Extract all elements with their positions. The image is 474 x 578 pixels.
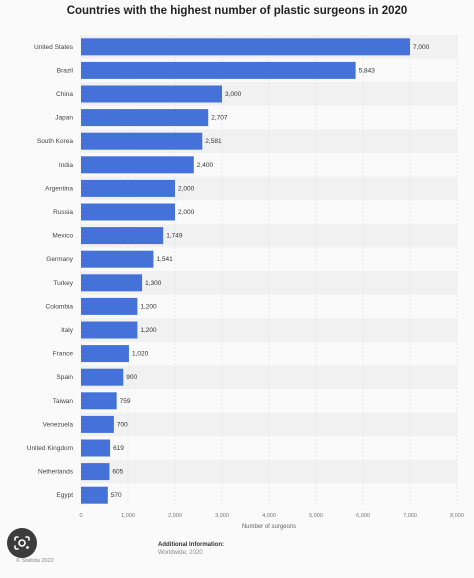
bar [81, 203, 175, 221]
category-label: China [56, 91, 73, 98]
category-label: Turkey [53, 280, 73, 287]
bar [81, 85, 222, 103]
value-label: 7,000 [413, 44, 430, 51]
x-tick-label: 1,000 [121, 513, 135, 519]
bar [81, 345, 129, 363]
image-search-button[interactable] [7, 528, 37, 558]
additional-information-detail: Worldwide; 2020 [158, 550, 203, 556]
bar [81, 368, 124, 386]
bar [81, 250, 154, 268]
category-label: Netherlands [38, 469, 74, 476]
category-label: United Kingdom [27, 445, 73, 452]
category-label: Russia [53, 209, 73, 216]
category-label: Brazil [57, 67, 74, 74]
value-label: 605 [112, 469, 123, 476]
bar [81, 486, 108, 504]
value-label: 1,300 [145, 280, 162, 287]
bar [81, 321, 138, 339]
value-label: 1,749 [166, 233, 183, 240]
value-label: 2,000 [178, 185, 195, 192]
value-label: 1,200 [140, 303, 157, 310]
x-tick-label: 3,000 [215, 513, 229, 519]
value-label: 900 [126, 374, 137, 381]
copyright-text: © Statista 2022 [16, 558, 54, 564]
x-tick-label: 4,000 [262, 513, 276, 519]
category-label: India [59, 162, 73, 169]
category-label: France [53, 351, 74, 358]
bar [81, 61, 356, 79]
additional-information: Additional Information: Worldwide; 2020 [158, 541, 224, 557]
category-label: Japan [55, 115, 73, 122]
bar [81, 392, 117, 410]
category-label: Italy [61, 327, 74, 334]
x-tick-label: 6,000 [356, 513, 370, 519]
category-label: United States [34, 44, 74, 51]
category-label: South Korea [37, 138, 74, 145]
bar [81, 227, 164, 245]
category-label: Germany [46, 256, 73, 263]
value-label: 570 [111, 492, 122, 499]
category-label: Colombia [46, 303, 74, 310]
category-label: Taiwan [53, 398, 74, 405]
value-label: 5,843 [359, 67, 376, 74]
bar [81, 297, 138, 315]
category-label: Spain [56, 374, 73, 381]
bar [81, 179, 175, 197]
bar [81, 415, 114, 433]
value-label: 2,400 [197, 162, 214, 169]
category-label: Egypt [56, 492, 73, 499]
value-label: 1,200 [140, 327, 157, 334]
bar [81, 463, 110, 481]
value-label: 619 [113, 445, 124, 452]
value-label: 3,000 [225, 91, 242, 98]
x-tick-label: 2,000 [168, 513, 182, 519]
category-label: Venezuela [43, 421, 74, 428]
category-label: Argentina [45, 185, 73, 192]
x-tick-label: 5,000 [309, 513, 323, 519]
value-label: 759 [120, 398, 131, 405]
value-label: 1,020 [132, 351, 149, 358]
value-label: 2,707 [211, 115, 228, 122]
category-label: Mexico [52, 233, 73, 240]
value-label: 2,581 [205, 138, 222, 145]
value-label: 1,541 [156, 256, 173, 263]
x-axis-title: Number of surgeons [242, 524, 296, 530]
bar [81, 38, 410, 56]
bar [81, 156, 194, 174]
chart-title: Countries with the highest number of pla… [66, 5, 408, 17]
x-tick-label: 0 [79, 513, 82, 519]
bar [81, 132, 203, 150]
value-label: 2,000 [178, 209, 195, 216]
google-lens-icon [14, 536, 30, 550]
x-tick-label: 7,000 [403, 513, 417, 519]
additional-information-heading: Additional Information: [158, 542, 224, 548]
bar [81, 109, 209, 127]
bar [81, 274, 143, 292]
bar [81, 439, 111, 457]
x-tick-label: 8,000 [450, 513, 464, 519]
value-label: 700 [117, 421, 128, 428]
